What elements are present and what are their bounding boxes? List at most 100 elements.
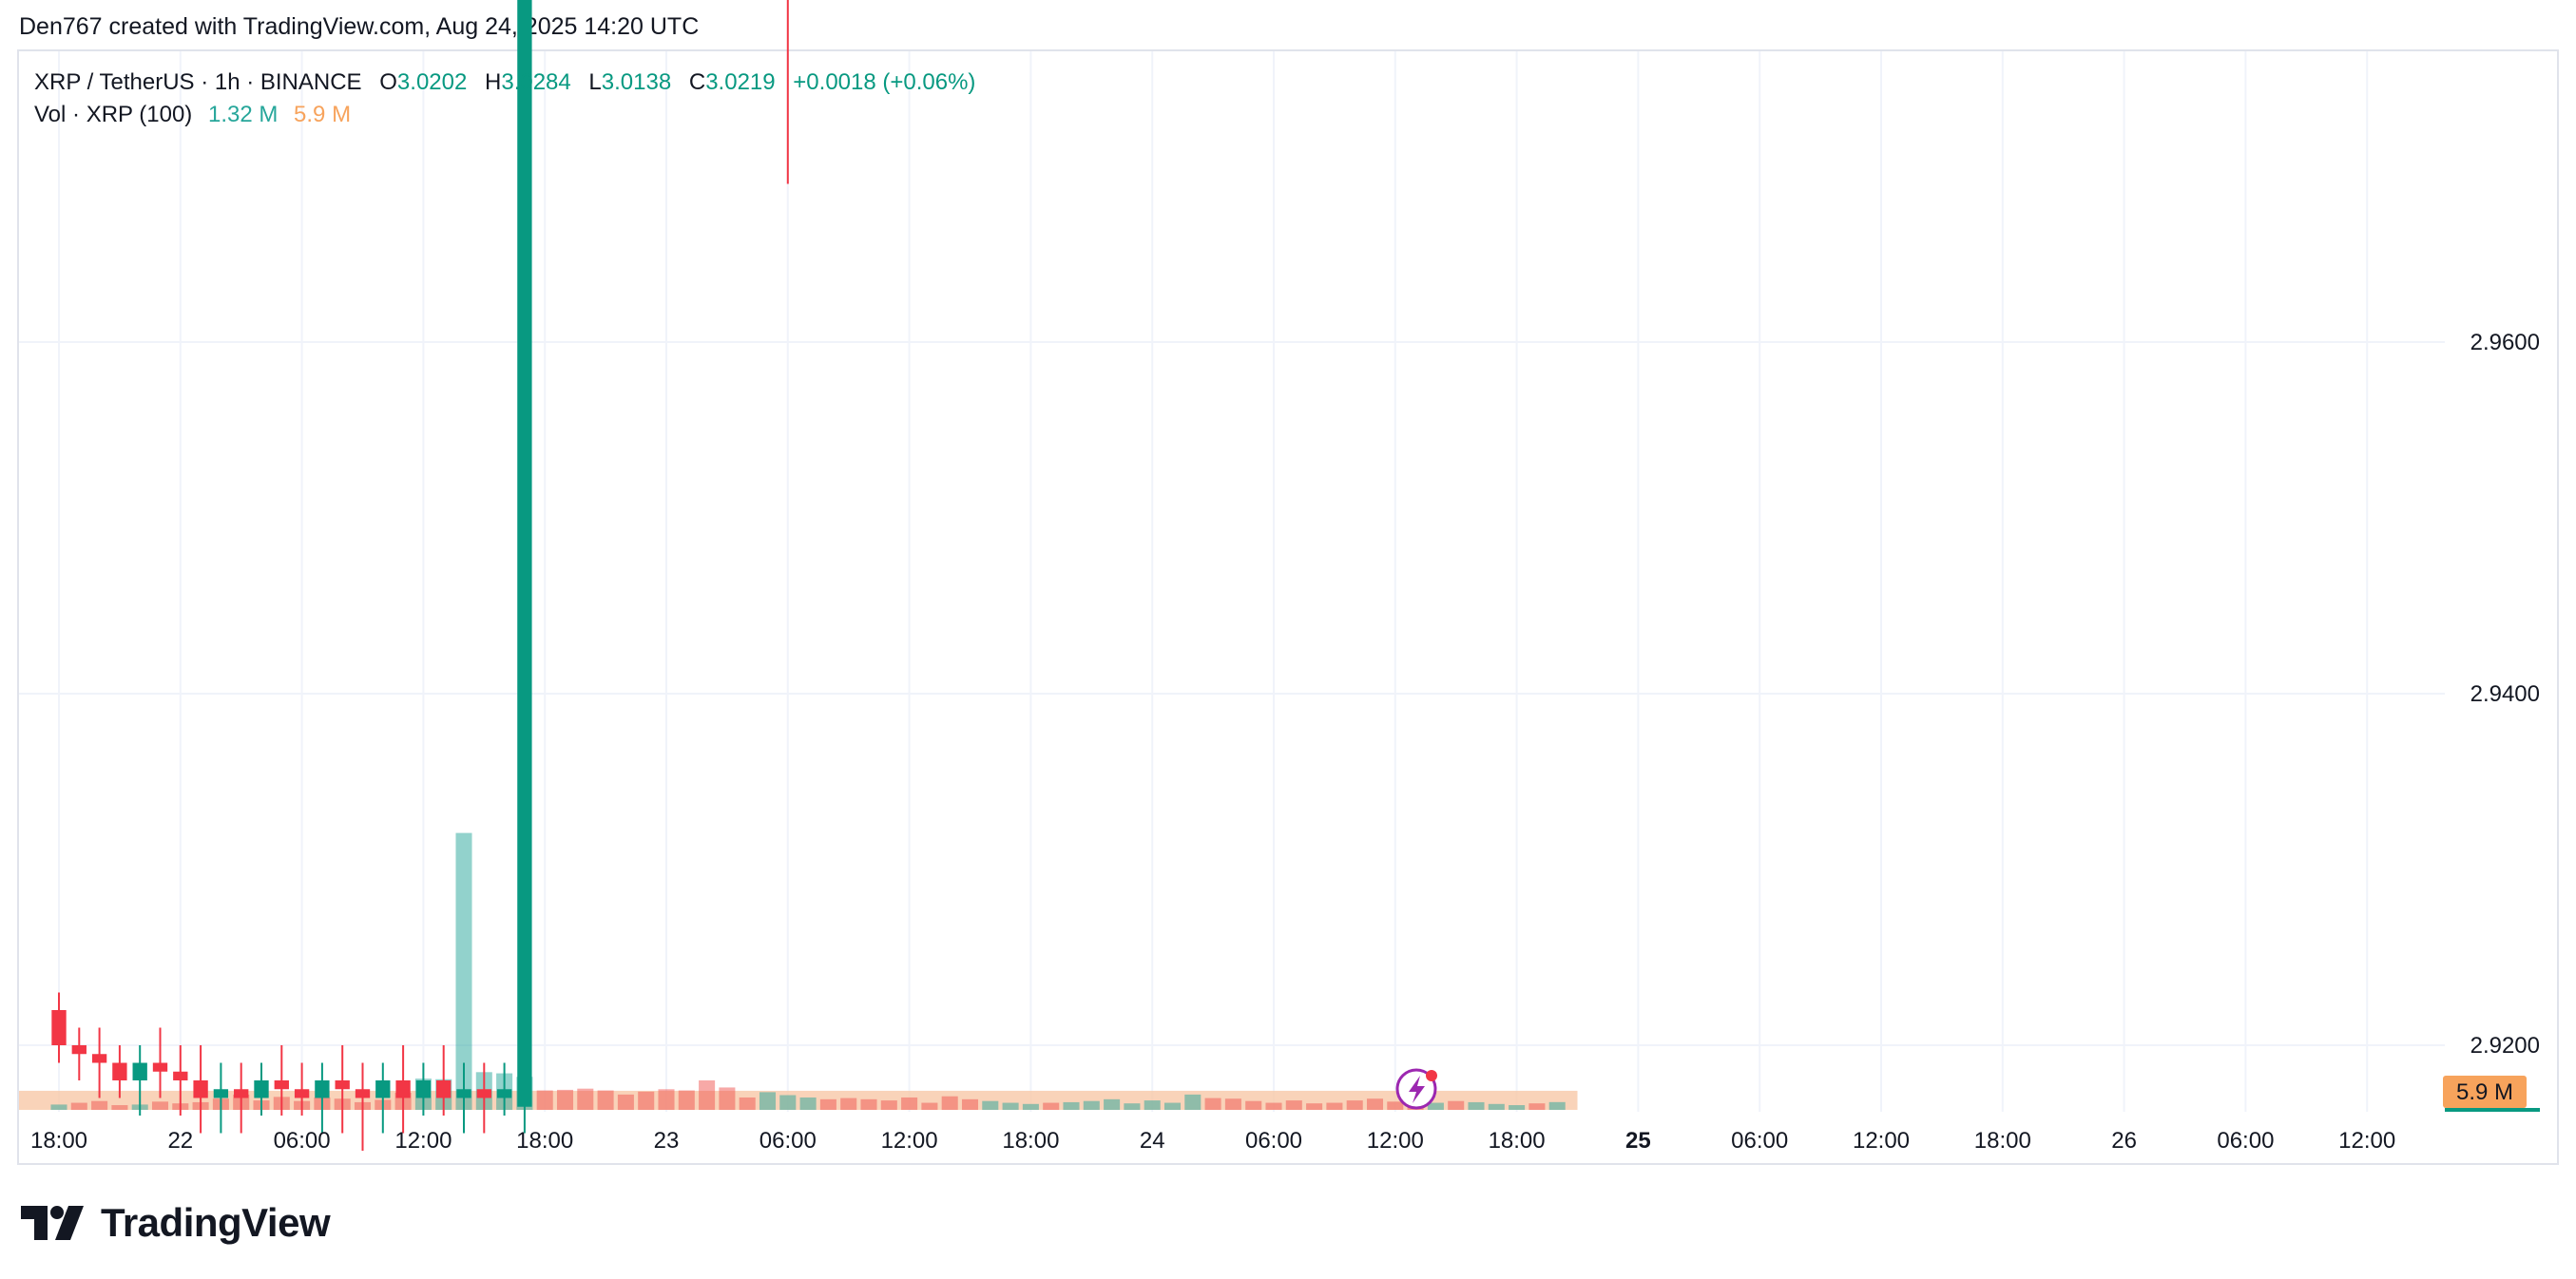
horizontal-levels: 3.08863.00293.021939:175.9 M — [2443, 1076, 2540, 1112]
time-tick-label: 18:00 — [1489, 1128, 1546, 1154]
volume-bar — [1022, 1103, 1039, 1110]
volume-bar — [739, 1097, 756, 1110]
time-tick-label: 12:00 — [2338, 1128, 2395, 1154]
volume-bar — [880, 1100, 897, 1110]
legend-volume-row: Vol · XRP (100) 1.32 M 5.9 M — [34, 99, 975, 131]
volume-bar — [1427, 1102, 1444, 1110]
time-tick-label: 06:00 — [1731, 1128, 1788, 1154]
candle-body — [193, 1080, 208, 1098]
time-tick-label: 18:00 — [1002, 1128, 1059, 1154]
volume-bar — [597, 1090, 614, 1110]
candle-body — [335, 1080, 350, 1090]
volume-bar — [1163, 1102, 1182, 1110]
volume-bar — [1448, 1100, 1465, 1110]
volume-bar — [638, 1091, 655, 1110]
candle-body — [355, 1089, 371, 1098]
time-tick-label: 18:00 — [1974, 1128, 2031, 1154]
candle-body — [517, 0, 532, 1107]
volume-bar — [1002, 1102, 1019, 1110]
candle-body — [71, 1045, 87, 1055]
volume-bar — [1468, 1101, 1485, 1110]
time-tick-label: 12:00 — [881, 1128, 938, 1154]
volume-tag — [2443, 1076, 2527, 1108]
price-tick-label: 2.9600 — [2470, 330, 2540, 355]
volume-bar — [1306, 1103, 1323, 1110]
price-tick-label: 2.9400 — [2470, 681, 2540, 707]
time-tick-label: 18:00 — [516, 1128, 573, 1154]
volume-bar — [840, 1098, 857, 1110]
time-tick-label: 24 — [1140, 1128, 1165, 1154]
volume-bar — [536, 1090, 553, 1110]
time-tick-label: 26 — [2111, 1128, 2137, 1154]
volume-bar — [941, 1096, 958, 1110]
price-axis: 3.14003.12003.10003.08003.06003.04003.02… — [2470, 0, 2540, 1059]
volume-bar — [819, 1098, 836, 1110]
volume-bar — [982, 1100, 999, 1110]
volume-bar — [719, 1087, 736, 1110]
volume-bar — [556, 1089, 574, 1110]
candle-body — [254, 1080, 269, 1098]
volume-bar — [1083, 1100, 1100, 1110]
time-tick-label: 12:00 — [1367, 1128, 1424, 1154]
volume-bar — [111, 1105, 128, 1110]
candle-body — [91, 1054, 107, 1063]
volume-bar — [1184, 1094, 1201, 1110]
close-value: 3.0219 — [705, 69, 776, 95]
lightning-icon — [1395, 1068, 1437, 1110]
time-tick-label: 06:00 — [2217, 1128, 2274, 1154]
candle-body — [456, 1089, 471, 1098]
candle-body — [112, 1062, 127, 1080]
volume-bar — [577, 1088, 594, 1110]
time-axis: 18:00 22 06:00 12:00 18:00 23 06:00 12:00 18:00 2… — [30, 1128, 2395, 1154]
volume-bar — [1144, 1100, 1161, 1110]
volume-bar — [1509, 1105, 1526, 1110]
candle-body — [234, 1089, 249, 1098]
time-tick-label: 18:00 — [30, 1128, 87, 1154]
volume-bar — [658, 1089, 675, 1110]
symbol-label[interactable]: XRP / TetherUS · 1h · BINANCE — [34, 69, 362, 95]
price-tick-label: 2.9800 — [2470, 0, 2540, 4]
volume-ma-value: 5.9 M — [294, 102, 352, 127]
volume-bar — [1528, 1103, 1546, 1110]
volume-bar — [1265, 1102, 1282, 1110]
volume-bar — [799, 1097, 817, 1110]
volume-bar — [1548, 1101, 1566, 1110]
volume-bar — [678, 1090, 695, 1110]
volume-bar — [1346, 1100, 1363, 1110]
volume-bar — [1063, 1101, 1080, 1110]
low-value: 3.0138 — [601, 69, 672, 95]
volume-bar — [759, 1092, 777, 1110]
tradingview-logo-icon — [21, 1206, 84, 1240]
chart-grid — [19, 51, 2445, 1112]
candle-body — [213, 1089, 229, 1098]
volume-bar — [1224, 1098, 1241, 1110]
chart-frame — [17, 49, 2559, 1165]
volume-bar — [901, 1097, 918, 1110]
volume-bar — [921, 1102, 938, 1110]
candle-body — [315, 1080, 330, 1098]
tradingview-logo-text: TradingView — [101, 1200, 331, 1245]
high-label: H — [485, 69, 502, 95]
volume-ma-band — [19, 1090, 1578, 1110]
volume-bar — [50, 1104, 67, 1110]
candle-body — [152, 1062, 168, 1072]
volume-bar — [699, 1080, 716, 1110]
legend-ohlc-row: XRP / TetherUS · 1h · BINANCE O3.0202 H3… — [34, 67, 975, 99]
volume-tag-label: 5.9 M — [2456, 1079, 2513, 1105]
volume-bar — [961, 1098, 979, 1110]
volume-bar — [779, 1095, 797, 1110]
volume-bar — [91, 1100, 108, 1110]
volume-bar — [1245, 1100, 1262, 1110]
candle-body — [274, 1080, 289, 1090]
volume-label[interactable]: Vol · XRP (100) — [34, 102, 193, 127]
volume-bar — [70, 1102, 87, 1110]
tradingview-logo[interactable]: TradingView — [21, 1199, 331, 1247]
candle-body — [415, 1080, 432, 1098]
volume-value: 1.32 M — [207, 102, 279, 127]
candle-body — [395, 1080, 411, 1098]
volume-bar — [1285, 1100, 1302, 1110]
chart-credit: Den767 created with TradingView.com, Aug… — [19, 13, 700, 40]
candle-body — [476, 1089, 491, 1098]
low-label: L — [588, 69, 602, 95]
